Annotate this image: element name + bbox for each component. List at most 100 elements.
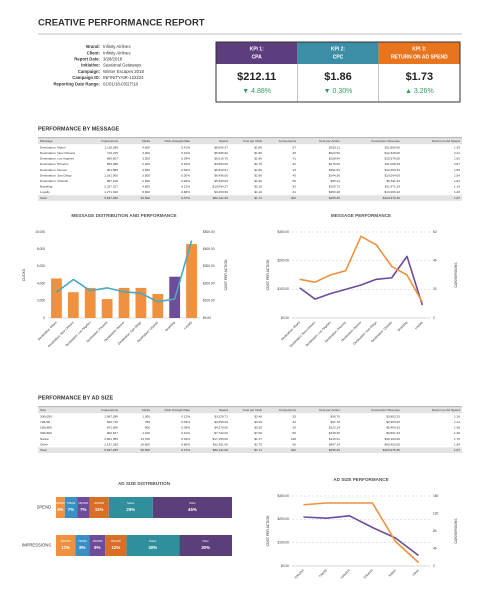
table-header: Message [40, 139, 53, 143]
table-cell: 0.39% [181, 157, 190, 161]
kpi-header [378, 42, 460, 64]
table-cell: 22 [293, 162, 297, 166]
table-cell: 36,500 [141, 196, 151, 200]
table-header: Clicks [142, 408, 151, 412]
table-cell: 43 [293, 168, 297, 172]
table-cell: 0.37% [181, 448, 190, 452]
y-tick-label: $100.00 [277, 287, 289, 291]
table-cell: $155.25 [329, 448, 340, 452]
segment-name: Native [149, 539, 157, 543]
y-tick-label: $300.00 [277, 230, 289, 234]
table-cell: 402 [291, 196, 296, 200]
chart-title: AD SIZE PERFORMANCE [333, 477, 388, 482]
table-cell: 21 [293, 190, 297, 194]
table-cell: $32,811.00 [213, 442, 229, 446]
x-tick-label: Loyalty [414, 320, 424, 330]
table-cell: $60,402.00 [385, 442, 401, 446]
segment-name: 300x600 [111, 539, 122, 543]
table-cell: 1.39 [454, 145, 460, 149]
y2-tick-label: $500.00 [203, 230, 215, 234]
table-header: Return on Ad Spend [432, 139, 460, 143]
bar-segment [126, 535, 180, 556]
segment-name: 160x600 [92, 539, 103, 543]
y-tick-label: $100.00 [277, 541, 289, 545]
segment-label: 7% [80, 507, 86, 512]
table-cell: 56 [293, 431, 297, 435]
table-cell: $497.14 [329, 442, 340, 446]
table-cell: 0.86% [181, 442, 190, 446]
table-cell: Branding [40, 185, 53, 189]
x-tick-label: 300x600 [363, 568, 374, 579]
table-cell: $10,094.27 [213, 185, 229, 189]
y2-tick-label: $400.00 [203, 247, 215, 251]
table-header-bg [38, 406, 462, 414]
table-cell: 1.84 [454, 179, 460, 183]
bar-segment [56, 497, 65, 518]
table-cell: $11,068.38 [385, 162, 401, 166]
table-cell: Destination: Denver [40, 168, 67, 172]
table-cell: 148 [291, 437, 296, 441]
table-cell: $1.71 [254, 196, 262, 200]
table-cell: Destination: Miami [40, 145, 66, 149]
info-value: Infinity Airlines [103, 50, 130, 55]
kpi-change: ▲ 3.26% [405, 88, 434, 95]
table-cell: 0.22% [181, 185, 190, 189]
info-value: 01/01/18-03/27/18 [103, 81, 138, 86]
table-cell: 1.19 [454, 185, 460, 189]
table-cell: $7,742.00 [214, 431, 228, 435]
kpi-change: ▼ 0.30% [324, 88, 353, 95]
table-cell: 836,715 [107, 420, 118, 424]
table-cell: 0.32% [181, 437, 190, 441]
table-cell: $1.86 [254, 145, 262, 149]
row-label: SPEND [37, 505, 51, 510]
table-cell: $1.75 [254, 162, 262, 166]
kpi-name: CPA [252, 54, 263, 60]
table-cell: 1.62 [454, 157, 460, 161]
bar [51, 278, 62, 318]
info-label: Brand: [86, 44, 100, 49]
table-cell: 0.37% [181, 196, 190, 200]
bar-segment [77, 497, 90, 518]
table-cell: 1,271,326 [104, 190, 118, 194]
table-cell: 1.89 [454, 168, 460, 172]
table-cell: $1.86 [254, 151, 262, 155]
table-cell: $155.25 [329, 196, 340, 200]
table-cell: $8,556.37 [214, 145, 228, 149]
table-cell: $2,960.00 [386, 420, 400, 424]
table-cell: $9,459.99 [214, 190, 228, 194]
table-cell: 0.28% [181, 179, 190, 183]
table-cell: 1.48 [454, 190, 460, 194]
table-cell: 1.14 [454, 420, 460, 424]
table-header: Clicks [142, 139, 151, 143]
table-cell: $62,411.00 [213, 448, 229, 452]
table-cell: Loyalty [40, 190, 50, 194]
table-header: Cost per Click [243, 408, 263, 412]
y2-tick-label: 160 [433, 494, 439, 498]
table-cell: 0.41% [181, 145, 190, 149]
table-cell: $5.30 [254, 426, 262, 430]
table-cell: $62,411.00 [213, 196, 229, 200]
table-cell: Destination: Phoenix [40, 162, 69, 166]
y2-tick-label: 0 [433, 316, 435, 320]
table-cell: 36,500 [141, 448, 151, 452]
table-cell: 0.09% [181, 420, 190, 424]
table-header: Spend [219, 408, 228, 412]
table-cell: 890,607 [107, 157, 118, 161]
table-cell: $158.94 [329, 157, 340, 161]
table-header: Cost per Action [319, 408, 340, 412]
y2-axis-label: CONVERSIONS [454, 518, 458, 544]
row-label: IMPRESSIONS [22, 543, 51, 548]
table-header: Click-through Rate [164, 139, 190, 143]
table-cell: 2.21 [454, 151, 460, 155]
table-cell: $5,328.00 [214, 179, 228, 183]
table-cell: 3,000 [142, 151, 150, 155]
y2-tick-label: 0 [433, 564, 435, 568]
table-cell: 4,600 [142, 145, 150, 149]
y-tick-label: 2,000 [37, 299, 45, 303]
line-series [303, 502, 420, 564]
table-header: Conversions [279, 408, 297, 412]
table-cell: $2.48 [254, 414, 262, 418]
table-cell: 4,800 [142, 185, 150, 189]
line-series [55, 240, 193, 303]
table-cell: $122.14 [329, 426, 340, 430]
